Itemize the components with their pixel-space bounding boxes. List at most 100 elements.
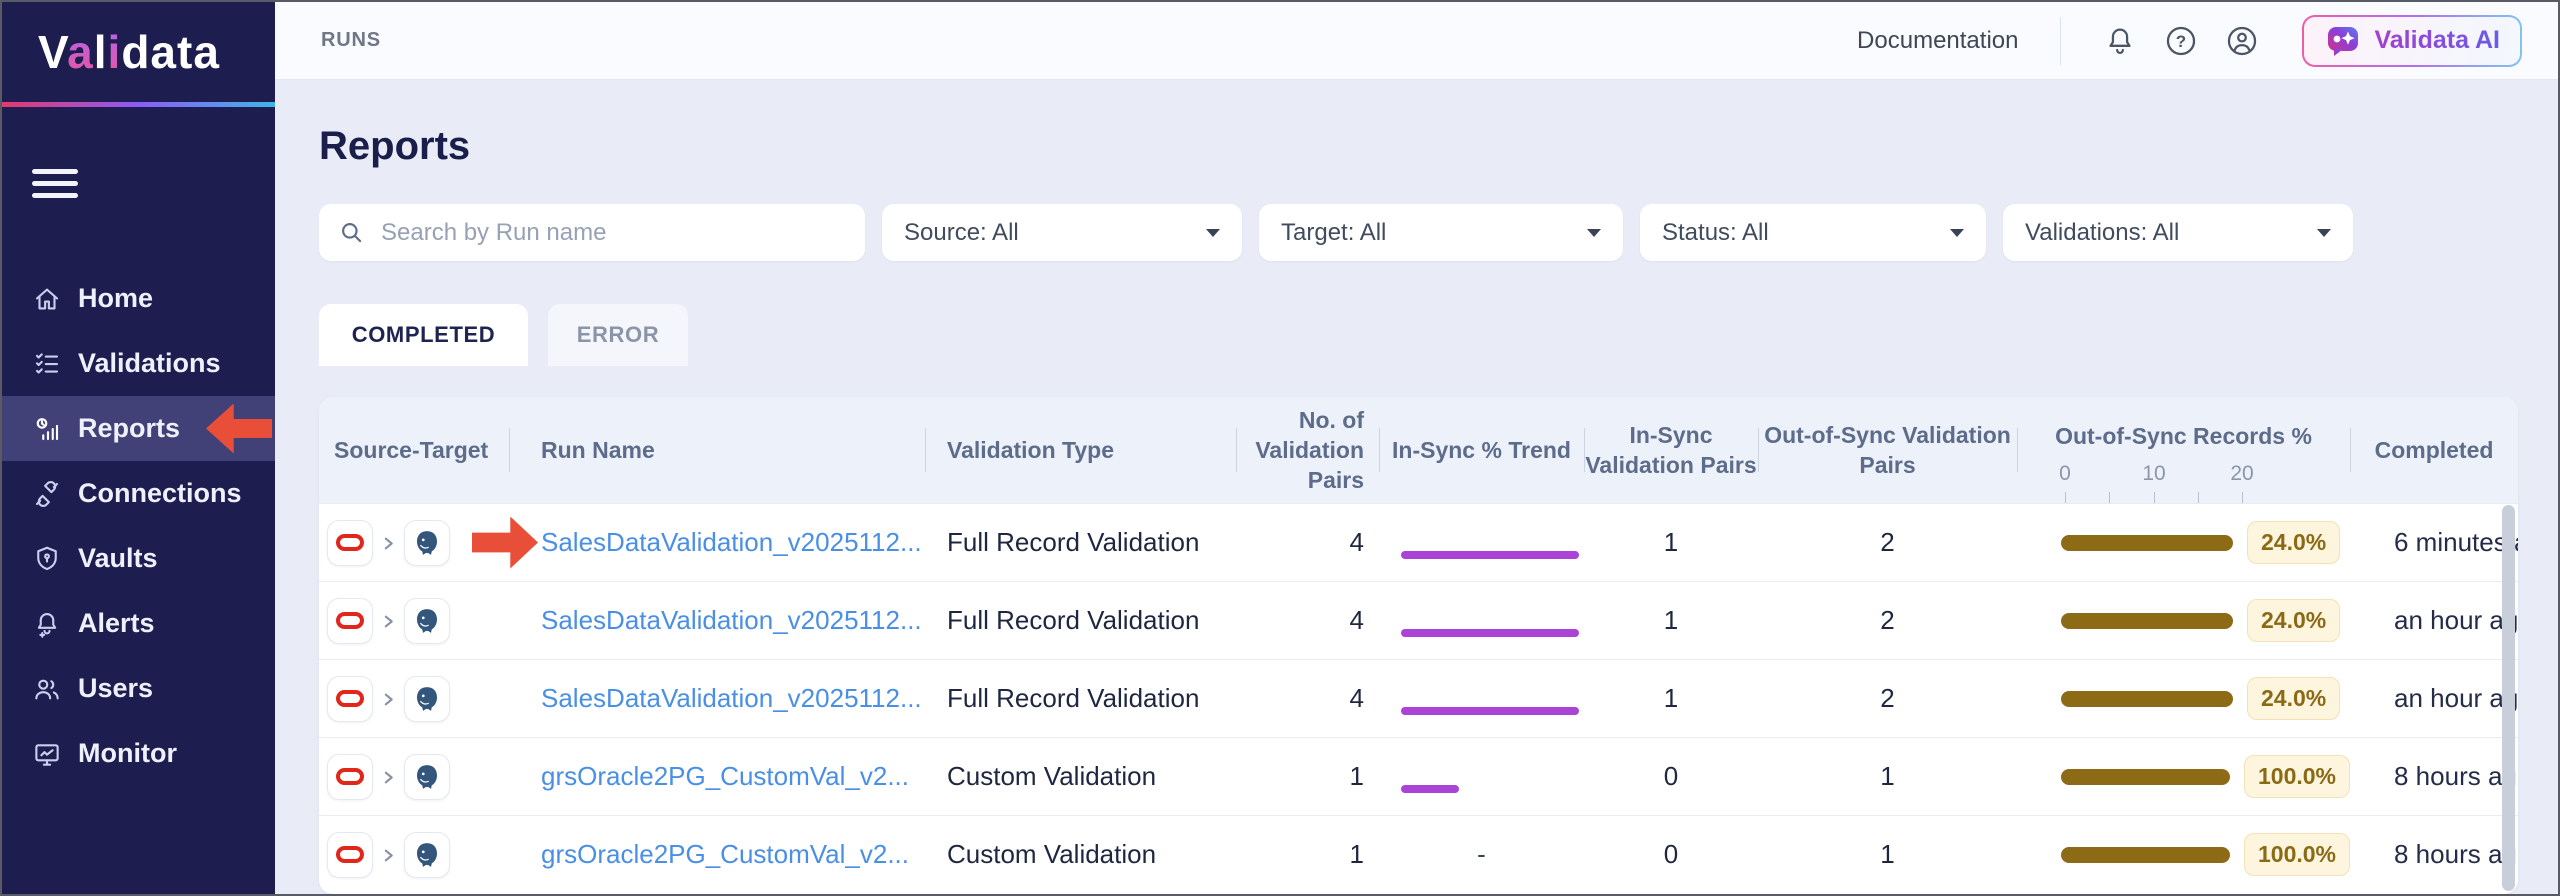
content: Reports Source: All Target: All Status: … <box>275 80 2558 894</box>
notifications-bell-icon[interactable] <box>2103 24 2137 58</box>
page-title: Reports <box>319 124 471 168</box>
sidebar-item-label: Monitor <box>78 738 177 768</box>
postgresql-logo-icon <box>404 597 450 644</box>
run-name-link[interactable]: SalesDataValidation_v2025112... <box>541 527 922 557</box>
sidebar-item-reports[interactable]: Reports <box>2 396 275 461</box>
tabs: COMPLETED ERROR <box>319 304 2514 366</box>
oracle-logo-icon <box>327 597 373 644</box>
completed-cell: 6 minutes ago <box>2394 527 2518 557</box>
column-header-run-name: Run Name <box>509 397 925 503</box>
column-header-validation-type: Validation Type <box>925 397 1236 503</box>
annotation-arrow-left <box>206 403 272 454</box>
run-name-cell: SalesDataValidation_v2025112... <box>509 660 925 737</box>
topbar: RUNS Documentation ? Validata AI <box>275 2 2558 80</box>
outofsync-records-cell: 100.0% <box>2017 816 2350 893</box>
run-name-link[interactable]: grsOracle2PG_CustomVal_v2... <box>541 761 909 791</box>
sidebar-item-connections[interactable]: Connections <box>2 461 275 526</box>
table-header-row: Source-Target Run Name Validation Type N… <box>319 397 2518 503</box>
sidebar-item-validations[interactable]: Validations <box>2 331 275 396</box>
trend-sparkline <box>1401 784 1459 793</box>
insync-pairs-cell: 1 <box>1663 683 1679 713</box>
sidebar-item-home[interactable]: Home <box>2 266 275 331</box>
column-header-insync-pairs: In-Sync Validation Pairs <box>1584 397 1758 503</box>
postgresql-logo-icon <box>404 753 450 800</box>
postgresql-logo-icon <box>404 831 450 878</box>
tab-completed[interactable]: COMPLETED <box>319 304 528 366</box>
shield-icon <box>37 546 57 570</box>
validata-ai-button[interactable]: Validata AI <box>2302 15 2522 67</box>
sidebar-item-label: Reports <box>78 413 181 443</box>
sidebar-item-label: Users <box>78 673 154 703</box>
outofsync-records-cell: 24.0% <box>2017 582 2350 659</box>
validation-type-cell: Full Record Validation <box>947 527 1200 557</box>
outofsync-pairs-cell: 2 <box>1880 527 1895 557</box>
filters-row: Source: All Target: All Status: All Vali… <box>319 204 2514 261</box>
outofsync-pairs-cell: 1 <box>1880 761 1895 791</box>
account-icon[interactable] <box>2225 24 2259 58</box>
sidebar-item-users[interactable]: Users <box>2 656 275 721</box>
completed-cell: an hour ago <box>2394 605 2518 635</box>
completed-cell: an hour ago <box>2394 683 2518 713</box>
run-name-link[interactable]: grsOracle2PG_CustomVal_v2... <box>541 839 909 869</box>
run-name-link[interactable]: SalesDataValidation_v2025112... <box>541 605 922 635</box>
runs-table: Source-Target Run Name Validation Type N… <box>319 397 2518 894</box>
source-target-cell <box>319 582 509 659</box>
run-name-cell: grsOracle2PG_CustomVal_v2... <box>509 816 925 893</box>
table-row: SalesDataValidation_v2025112... Full Rec… <box>319 581 2518 659</box>
source-filter-dropdown[interactable]: Source: All <box>882 204 1242 261</box>
search-box <box>319 204 865 261</box>
validation-type-cell: Full Record Validation <box>947 605 1200 635</box>
sidebar-item-monitor[interactable]: Monitor <box>2 721 275 786</box>
ai-chat-sparkle-icon <box>2328 26 2359 56</box>
sidebar-item-label: Connections <box>78 478 242 508</box>
target-filter-value: Target: All <box>1281 218 1387 246</box>
status-filter-dropdown[interactable]: Status: All <box>1640 204 1986 261</box>
bell-plus-icon <box>37 612 57 638</box>
validation-pairs-cell: 4 <box>1349 683 1364 713</box>
chevron-right-icon <box>381 839 396 870</box>
outofsync-records-cell: 24.0% <box>2017 504 2350 581</box>
search-icon <box>342 222 362 242</box>
insync-pairs-cell: 1 <box>1663 527 1679 557</box>
outofsync-pairs-cell: 2 <box>1880 605 1895 635</box>
oracle-logo-icon <box>327 753 373 800</box>
tab-error[interactable]: ERROR <box>548 304 688 366</box>
run-name-cell: grsOracle2PG_CustomVal_v2... <box>509 738 925 815</box>
plug-icon <box>35 480 59 507</box>
sidebar-item-label: Home <box>78 283 154 313</box>
column-header-outofsync-records: Out-of-Sync Records % 0 10 20 <box>2017 397 2350 503</box>
source-target-cell <box>319 738 509 815</box>
svg-text:?: ? <box>2176 31 2186 50</box>
sidebar-item-alerts[interactable]: Alerts <box>2 591 275 656</box>
validations-filter-dropdown[interactable]: Validations: All <box>2003 204 2353 261</box>
insync-trend-cell: - <box>1379 816 1584 893</box>
records-percent-badge: 24.0% <box>2247 521 2341 564</box>
column-header-validation-pairs: No. of Validation Pairs <box>1236 397 1379 503</box>
sidebar-nav: Home Validations Reports Connections Vau… <box>2 266 275 786</box>
search-input[interactable] <box>381 218 845 247</box>
documentation-link[interactable]: Documentation <box>1857 26 2019 54</box>
insync-trend-cell <box>1379 582 1584 659</box>
vertical-scrollbar[interactable] <box>2502 505 2515 891</box>
target-filter-dropdown[interactable]: Target: All <box>1259 204 1623 261</box>
run-name-link[interactable]: SalesDataValidation_v2025112... <box>541 683 922 713</box>
help-icon[interactable]: ? <box>2164 24 2198 58</box>
chevron-right-icon <box>381 683 396 714</box>
source-filter-value: Source: All <box>904 218 1019 246</box>
sidebar-item-label: Validations <box>78 348 221 378</box>
column-header-insync-trend: In-Sync % Trend <box>1379 397 1584 503</box>
validation-pairs-cell: 4 <box>1349 527 1364 557</box>
outofsync-records-cell: 24.0% <box>2017 660 2350 737</box>
trend-empty-dash: - <box>1477 839 1486 869</box>
insync-pairs-cell: 0 <box>1663 839 1679 869</box>
column-header-completed: Completed <box>2350 397 2518 503</box>
chevron-right-icon <box>381 605 396 636</box>
hamburger-menu-icon[interactable] <box>32 169 78 198</box>
status-filter-value: Status: All <box>1662 218 1769 246</box>
postgresql-logo-icon <box>404 519 450 566</box>
records-percent-bar <box>2061 846 2230 863</box>
chevron-down-icon <box>1587 228 1601 237</box>
sidebar-item-vaults[interactable]: Vaults <box>2 526 275 591</box>
records-percent-bar <box>2061 612 2233 629</box>
